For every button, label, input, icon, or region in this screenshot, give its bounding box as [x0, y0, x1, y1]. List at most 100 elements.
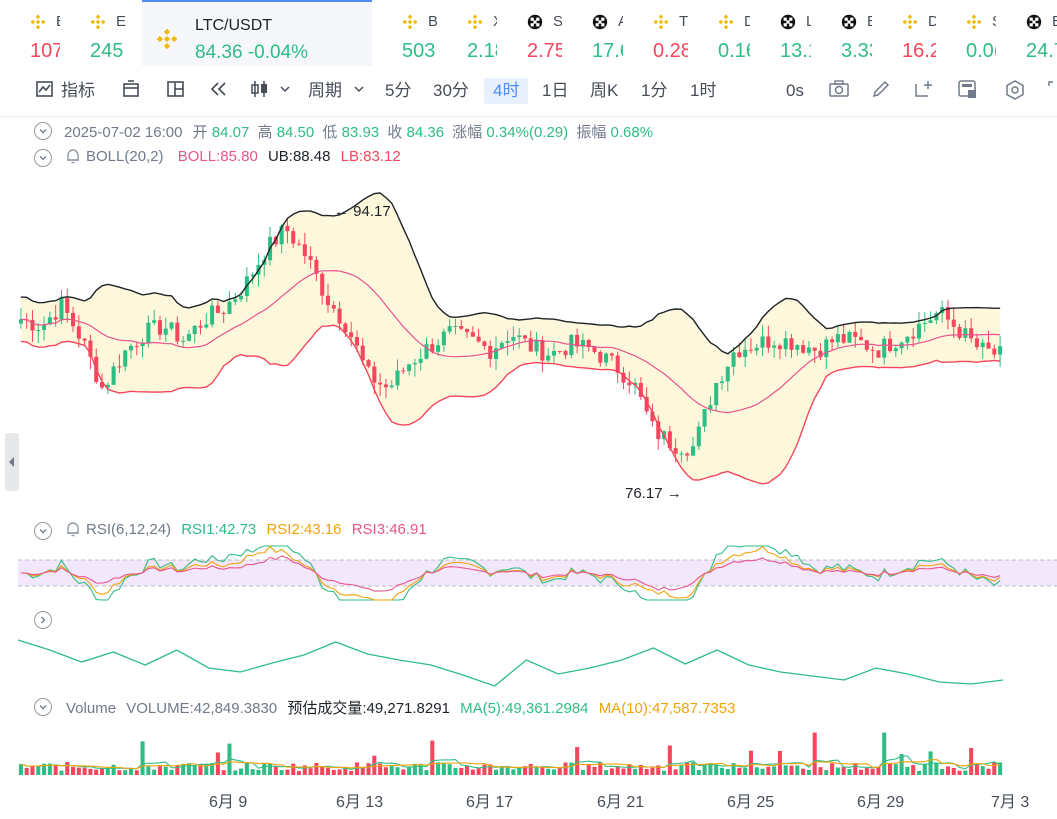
ticker-item[interactable]: S 2.75	[497, 0, 562, 66]
interval-button[interactable]: 30分	[433, 81, 469, 100]
ticker-symbol: E	[116, 13, 127, 30]
volume-bar	[505, 767, 510, 775]
candle-body	[210, 305, 215, 325]
ticker-item[interactable]: B 24.7	[996, 0, 1057, 66]
volume-bar	[789, 765, 794, 775]
ticker-symbol: B	[428, 13, 437, 30]
collapse-rsi-icon[interactable]	[34, 522, 52, 540]
candle-body	[134, 345, 139, 347]
candle-body	[830, 339, 835, 343]
bollinger-lines	[20, 192, 1001, 485]
volume-bar	[748, 750, 753, 775]
candle-body	[795, 345, 800, 350]
candle-body	[204, 324, 209, 328]
ticker-value: 84.36 -0.04%	[195, 42, 309, 63]
candle-body	[105, 384, 110, 388]
bollinger-band-fill	[20, 193, 1001, 484]
binance-icon	[156, 28, 178, 50]
candle-body	[505, 340, 510, 343]
interval-button[interactable]: 1时	[690, 81, 717, 100]
volume-bar	[233, 770, 238, 775]
ticker-value: 245	[90, 40, 124, 62]
volume-bar	[633, 768, 638, 775]
ticker-item[interactable]: E 245	[60, 0, 142, 66]
volume-bar	[818, 767, 823, 775]
ticker-item[interactable]: LTC/USDT 84.36 -0.04%	[142, 0, 372, 68]
replay-icon[interactable]	[208, 79, 230, 101]
candle-body	[42, 324, 47, 331]
checker-icon	[780, 14, 796, 30]
candle-body	[430, 344, 435, 352]
ticker-item[interactable]: D 16.2	[872, 0, 936, 66]
volume-bar	[94, 769, 99, 775]
ticker-item[interactable]: S 0.0(	[936, 0, 996, 66]
volume-bar	[783, 765, 788, 775]
volume-bar	[992, 762, 997, 775]
interval-button[interactable]: 5分	[385, 81, 412, 100]
candle-body	[870, 349, 875, 351]
collapse-boll-icon[interactable]	[34, 149, 52, 167]
chevron-down-icon[interactable]	[350, 79, 372, 101]
open-value: 84.07	[211, 124, 250, 141]
candle-body	[215, 305, 220, 313]
candle-body	[882, 338, 887, 358]
volume-bar	[262, 763, 267, 775]
collapse-volume-icon[interactable]	[34, 698, 52, 716]
camera-icon[interactable]	[828, 79, 850, 101]
interval-button[interactable]: 周K	[590, 81, 619, 100]
ticker-item[interactable]: L 13.1	[750, 0, 811, 66]
volume-bar	[940, 769, 945, 775]
low-arrow: →	[666, 485, 682, 502]
interval-button[interactable]: 1分	[641, 81, 668, 100]
candle-body	[117, 366, 122, 368]
settings-icon[interactable]	[1004, 79, 1026, 101]
candle-body	[436, 345, 441, 352]
volume-bar	[378, 763, 383, 775]
period-dropdown[interactable]: 周期	[308, 81, 342, 100]
interval-button[interactable]: 4时	[484, 78, 529, 104]
ticker-item[interactable]: A 17.6	[562, 0, 623, 66]
collapse-ohlc-icon[interactable]	[34, 122, 52, 140]
fullscreen-icon[interactable]	[1046, 79, 1057, 101]
ticker-item[interactable]: D 0.16	[688, 0, 750, 66]
pencil-icon[interactable]	[871, 79, 893, 101]
indicator-icon[interactable]	[35, 79, 57, 101]
wave-line-chart	[17, 639, 1004, 687]
sidebar-collapse-handle[interactable]	[5, 433, 19, 491]
high-annotation: ← 94.17	[334, 203, 391, 220]
expand-pane-icon[interactable]	[34, 611, 52, 629]
volume-bar	[320, 766, 325, 775]
chart-type-icon[interactable]	[250, 79, 292, 101]
candle-body	[928, 320, 933, 323]
candle-body	[441, 331, 446, 346]
add-drawing-icon[interactable]	[913, 79, 935, 101]
ticker-item[interactable]: B 503	[372, 0, 437, 66]
x-axis-label: 6月 21	[597, 794, 645, 811]
candle-body	[690, 446, 696, 456]
candle-body	[383, 384, 388, 388]
candle-body	[366, 360, 371, 367]
volume-bar	[546, 768, 551, 775]
ticker-item[interactable]: T 0.28	[623, 0, 688, 66]
candle-body	[395, 370, 400, 386]
amplitude-label: 振幅	[576, 124, 607, 141]
ticker-item[interactable]: E 3.33	[811, 0, 872, 66]
volume-bar	[372, 755, 377, 775]
ticker-item[interactable]: B 107	[0, 0, 60, 66]
template-icon[interactable]	[121, 79, 143, 101]
interval-button[interactable]: 1日	[542, 81, 569, 100]
indicators-button[interactable]: 指标	[61, 81, 95, 100]
volume-bar	[598, 762, 603, 775]
calculator-icon[interactable]	[957, 79, 979, 101]
ticker-item[interactable]: X 2.18	[437, 0, 497, 66]
bell-icon[interactable]	[64, 147, 82, 170]
layout-icon[interactable]	[166, 79, 188, 101]
volume-bar	[615, 766, 620, 775]
boll-legend: BOLL(20,2) BOLL:85.80 UB:88.48 LB:83.12	[86, 148, 401, 165]
candle-body	[766, 336, 771, 348]
rsi-bell-icon[interactable]	[64, 520, 82, 543]
volume-bar	[314, 762, 319, 775]
volume-bar	[517, 768, 522, 775]
volume-bar	[279, 770, 284, 775]
